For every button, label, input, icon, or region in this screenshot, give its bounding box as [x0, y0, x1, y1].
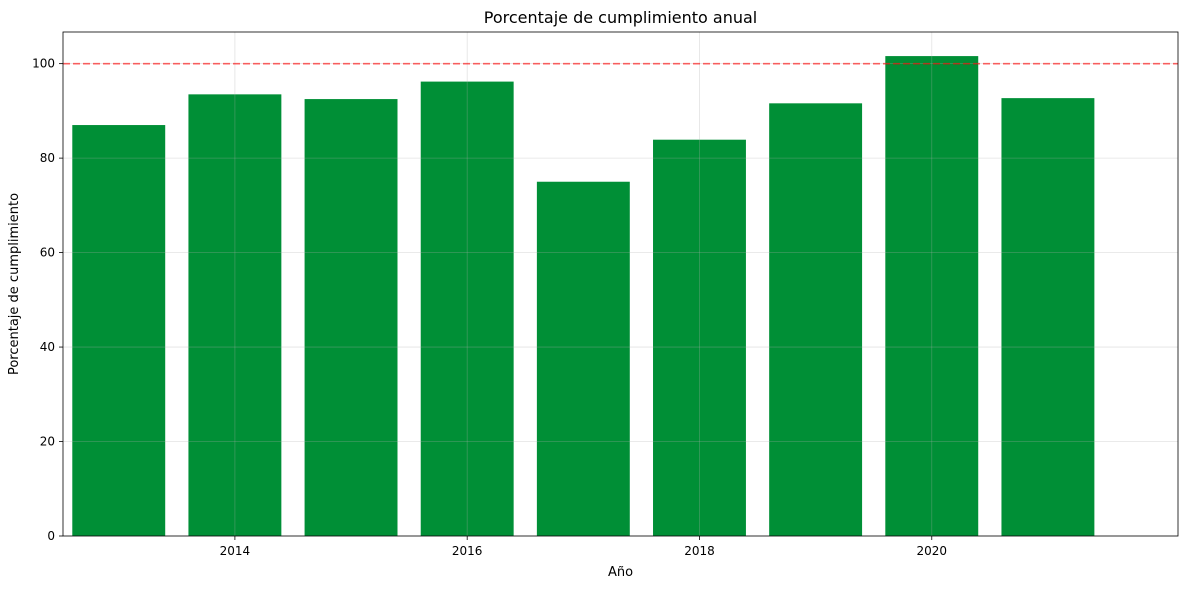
y-tick-label-60: 60 — [40, 246, 55, 260]
y-tick-label-20: 20 — [40, 435, 55, 449]
bar-2020 — [885, 56, 979, 537]
x-axis-label: Año — [608, 565, 633, 580]
bar-2017 — [536, 181, 630, 536]
bar-2016 — [420, 81, 514, 537]
y-tick-label-100: 100 — [32, 57, 55, 71]
x-tick-label-2018: 2018 — [684, 544, 715, 558]
bar-2018 — [653, 139, 746, 536]
chart-title: Porcentaje de cumplimiento anual — [484, 8, 757, 27]
bar-2013 — [72, 125, 166, 537]
x-tick-label-2020: 2020 — [916, 544, 947, 558]
x-tick-label-2016: 2016 — [452, 544, 483, 558]
bar-2015 — [304, 99, 398, 536]
axes-frame — [62, 31, 1179, 537]
y-tick-label-0: 0 — [47, 529, 55, 543]
ticks-layer: 2014 2016 2018 2020 0 20 40 60 80 100 — [32, 57, 947, 558]
bar-2019 — [769, 103, 863, 537]
y-axis-label: Porcentaje de cumplimiento — [7, 193, 22, 375]
bar-2014 — [188, 94, 282, 536]
bars-layer — [72, 56, 1095, 537]
bar-2021 — [1001, 98, 1095, 536]
x-tick-label-2014: 2014 — [220, 544, 251, 558]
y-tick-label-80: 80 — [40, 151, 55, 165]
y-tick-label-40: 40 — [40, 340, 55, 354]
